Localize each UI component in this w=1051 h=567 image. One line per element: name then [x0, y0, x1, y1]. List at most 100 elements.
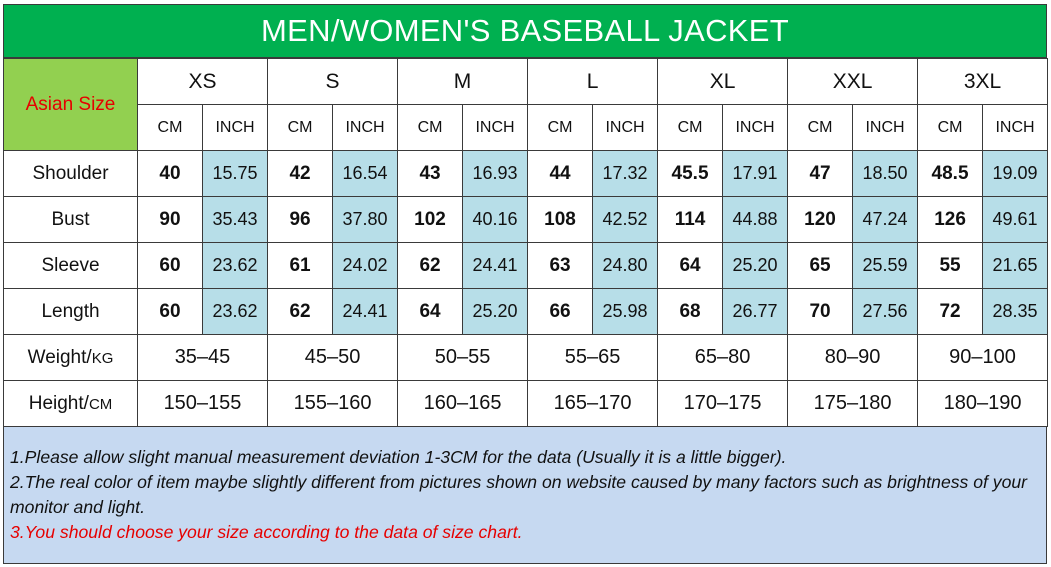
inch-value: 21.65: [982, 242, 1049, 289]
unit-inch: INCH: [982, 104, 1049, 151]
unit-cm: CM: [267, 104, 334, 151]
cm-value: 108: [527, 196, 594, 243]
range-label-text: Weight/: [27, 346, 92, 368]
inch-value: 15.75: [201, 150, 269, 197]
weight-label: Weight/KG: [3, 334, 138, 381]
height-range: 170–175: [657, 380, 789, 427]
inch-value: 49.61: [982, 196, 1049, 243]
size-header: XXL: [787, 58, 919, 105]
cm-value: 114: [657, 196, 724, 243]
chart-title: MEN/WOMEN'S BASEBALL JACKET: [3, 4, 1047, 58]
cm-value: 62: [267, 288, 334, 335]
size-header: S: [267, 58, 399, 105]
height-label: Height/CM: [3, 380, 138, 427]
weight-range: 90–100: [917, 334, 1049, 381]
cm-value: 62: [397, 242, 464, 289]
weight-range: 50–55: [397, 334, 529, 381]
unit-header-row: CM INCH CM INCH CM INCH CM INCH CM INCH …: [4, 104, 1049, 151]
cm-value: 126: [917, 196, 984, 243]
cm-value: 60: [137, 288, 203, 335]
size-header: 3XL: [917, 58, 1049, 105]
unit-cm: CM: [527, 104, 594, 151]
cm-value: 102: [397, 196, 464, 243]
range-label-unit: KG: [91, 349, 114, 367]
inch-value: 23.62: [201, 242, 269, 289]
inch-value: 40.16: [462, 196, 529, 243]
cm-value: 42: [267, 150, 334, 197]
weight-range: 55–65: [527, 334, 659, 381]
weight-range: 65–80: [657, 334, 789, 381]
cm-value: 64: [397, 288, 464, 335]
cm-value: 47: [787, 150, 854, 197]
height-range: 160–165: [397, 380, 529, 427]
cm-value: 120: [787, 196, 854, 243]
row-label: Shoulder: [3, 150, 138, 197]
size-chart: MEN/WOMEN'S BASEBALL JACKET Asian Size X…: [3, 4, 1049, 564]
cm-value: 65: [787, 242, 854, 289]
inch-value: 26.77: [722, 288, 789, 335]
inch-value: 19.09: [982, 150, 1049, 197]
inch-value: 18.50: [852, 150, 919, 197]
size-header: XL: [657, 58, 789, 105]
note-1: 1.Please allow slight manual measurement…: [10, 447, 787, 467]
cm-value: 60: [137, 242, 203, 289]
unit-inch: INCH: [462, 104, 529, 151]
measurement-row-shoulder: Shoulder 40 15.75 42 16.54 43 16.93 44 1…: [3, 150, 1049, 197]
inch-value: 16.93: [462, 150, 529, 197]
weight-row: Weight/KG 35–45 45–50 50–55 55–65 65–80 …: [3, 334, 1049, 381]
note-2: 2.The real color of item maybe slightly …: [10, 472, 1028, 517]
inch-value: 17.32: [592, 150, 659, 197]
inch-value: 24.80: [592, 242, 659, 289]
inch-value: 28.35: [982, 288, 1049, 335]
unit-cm: CM: [657, 104, 724, 151]
unit-inch: INCH: [852, 104, 919, 151]
height-row: Height/CM 150–155 155–160 160–165 165–17…: [3, 380, 1049, 427]
cm-value: 43: [397, 150, 464, 197]
row-label: Sleeve: [3, 242, 138, 289]
cm-value: 96: [267, 196, 334, 243]
row-label: Length: [3, 288, 138, 335]
size-header-row: Asian Size XS S M L XL XXL 3XL: [3, 58, 1049, 151]
asian-size-label: Asian Size: [3, 58, 138, 151]
unit-cm: CM: [397, 104, 464, 151]
height-range: 165–170: [527, 380, 659, 427]
size-header: M: [397, 58, 529, 105]
height-range: 150–155: [136, 380, 269, 427]
cm-value: 61: [267, 242, 334, 289]
inch-value: 25.20: [722, 242, 789, 289]
cm-value: 68: [657, 288, 724, 335]
unit-inch: INCH: [332, 104, 399, 151]
inch-value: 44.88: [722, 196, 789, 243]
inch-value: 47.24: [852, 196, 919, 243]
inch-value: 24.02: [332, 242, 399, 289]
inch-value: 25.59: [852, 242, 919, 289]
inch-value: 17.91: [722, 150, 789, 197]
unit-inch: INCH: [201, 104, 269, 151]
inch-value: 24.41: [462, 242, 529, 289]
cm-value: 48.5: [917, 150, 984, 197]
measurement-row-sleeve: Sleeve 60 23.62 61 24.02 62 24.41 63 24.…: [3, 242, 1049, 289]
cm-value: 40: [137, 150, 203, 197]
inch-value: 25.98: [592, 288, 659, 335]
weight-range: 80–90: [787, 334, 919, 381]
cm-value: 90: [137, 196, 203, 243]
size-header: L: [527, 58, 659, 105]
height-range: 180–190: [917, 380, 1049, 427]
inch-value: 23.62: [201, 288, 269, 335]
cm-value: 66: [527, 288, 594, 335]
inch-value: 16.54: [332, 150, 399, 197]
inch-value: 25.20: [462, 288, 529, 335]
weight-range: 45–50: [267, 334, 399, 381]
cm-value: 70: [787, 288, 854, 335]
row-label: Bust: [3, 196, 138, 243]
inch-value: 24.41: [332, 288, 399, 335]
unit-inch: INCH: [592, 104, 659, 151]
size-table: Asian Size XS S M L XL XXL 3XL CM INCH C…: [3, 58, 1049, 427]
inch-value: 42.52: [592, 196, 659, 243]
cm-value: 44: [527, 150, 594, 197]
cm-value: 55: [917, 242, 984, 289]
cm-value: 64: [657, 242, 724, 289]
weight-range: 35–45: [136, 334, 269, 381]
cm-value: 63: [527, 242, 594, 289]
inch-value: 35.43: [201, 196, 269, 243]
